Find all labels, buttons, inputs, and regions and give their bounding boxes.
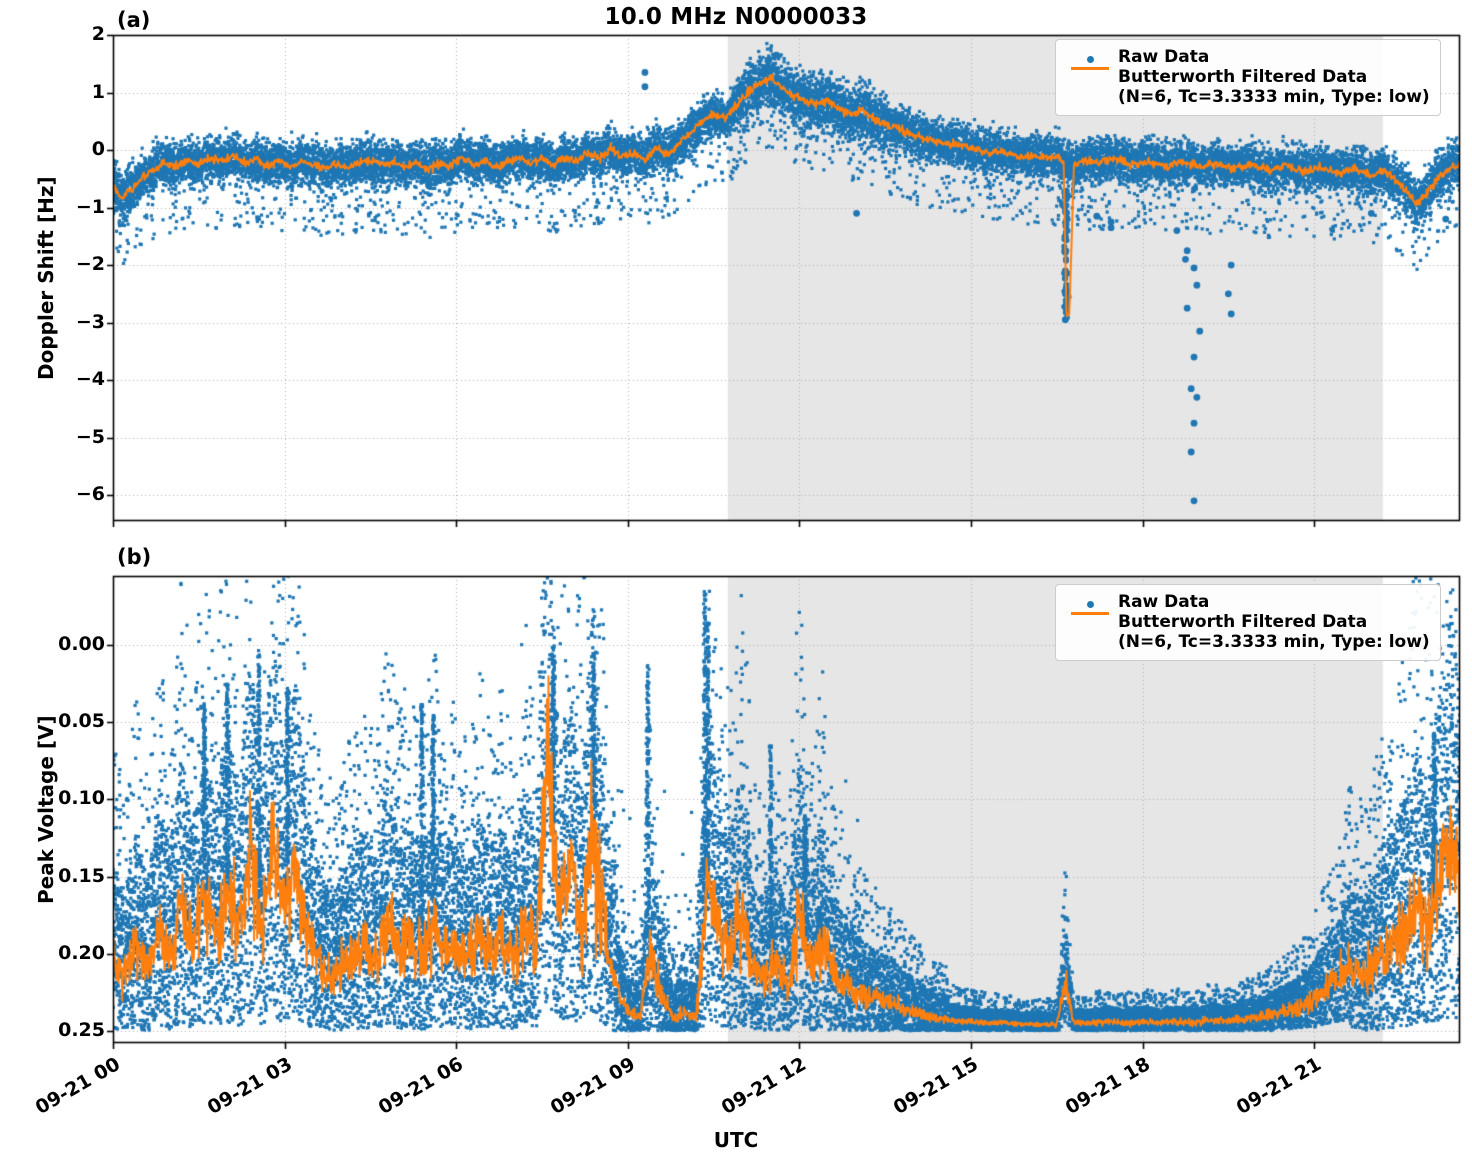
- legend-label-filtered-line1: Butterworth Filtered Data: [1118, 612, 1368, 633]
- legend-label-filtered-line2: (N=6, Tc=3.3333 min, Type: low): [1118, 87, 1430, 108]
- legend-entry-filtered-data: Butterworth Filtered Data (N=6, Tc=3.333…: [1064, 612, 1430, 652]
- line-marker-icon: [1064, 67, 1116, 71]
- legend-entry-raw-data: Raw Data: [1064, 47, 1430, 67]
- y-tick-label: 0.15: [58, 864, 105, 887]
- line-marker-icon: [1064, 612, 1116, 616]
- y-tick-label: −5: [75, 425, 105, 448]
- y-tick-label: −1: [75, 195, 105, 218]
- panel-b-legend: Raw Data Butterworth Filtered Data (N=6,…: [1055, 584, 1441, 662]
- legend-entry-filtered-data: Butterworth Filtered Data (N=6, Tc=3.333…: [1064, 67, 1430, 107]
- y-tick-label: 1: [91, 80, 105, 103]
- y-tick-label: −2: [75, 253, 105, 276]
- y-tick-label: −4: [75, 368, 105, 391]
- legend-label-filtered-line1: Butterworth Filtered Data: [1118, 67, 1368, 88]
- panel-a-label: (a): [117, 8, 151, 32]
- y-tick-label: 2: [91, 23, 105, 45]
- figure-title: 10.0 MHz N0000033: [604, 4, 868, 30]
- legend-entry-raw-data: Raw Data: [1064, 592, 1430, 612]
- panel-b-label: (b): [117, 545, 152, 569]
- y-tick-label: 0.05: [58, 710, 105, 733]
- scatter-marker-icon: [1064, 47, 1116, 63]
- y-tick-label: 0.20: [58, 941, 105, 964]
- legend-label-filtered: Butterworth Filtered Data (N=6, Tc=3.333…: [1116, 67, 1430, 107]
- scatter-marker-icon: [1064, 592, 1116, 608]
- y-tick-label: 0: [91, 138, 105, 161]
- legend-label-raw: Raw Data: [1118, 47, 1210, 67]
- x-axis-label: UTC: [713, 1128, 759, 1152]
- panel-a-legend: Raw Data Butterworth Filtered Data (N=6,…: [1055, 39, 1441, 117]
- legend-label-raw: Raw Data: [1118, 592, 1210, 612]
- y-tick-label: −6: [75, 483, 105, 506]
- legend-label-filtered: Butterworth Filtered Data (N=6, Tc=3.333…: [1116, 612, 1430, 652]
- y-tick-label: 0.00: [58, 633, 105, 656]
- y-tick-label: −3: [75, 310, 105, 333]
- y-tick-label: 0.25: [58, 1018, 105, 1041]
- y-tick-label: 0.10: [58, 787, 105, 810]
- legend-label-filtered-line2: (N=6, Tc=3.3333 min, Type: low): [1118, 632, 1430, 653]
